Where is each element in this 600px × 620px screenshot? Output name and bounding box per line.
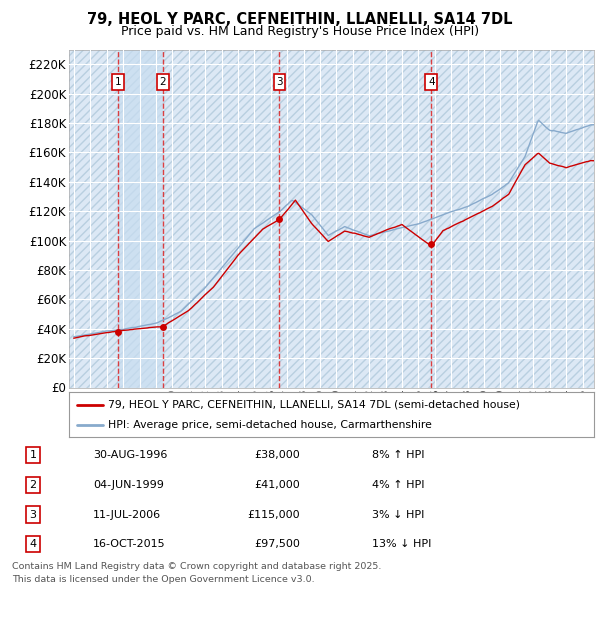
Text: 1: 1 (29, 450, 37, 460)
Text: Contains HM Land Registry data © Crown copyright and database right 2025.
This d: Contains HM Land Registry data © Crown c… (12, 562, 382, 584)
Text: 4% ↑ HPI: 4% ↑ HPI (372, 480, 425, 490)
Text: HPI: Average price, semi-detached house, Carmarthenshire: HPI: Average price, semi-detached house,… (109, 420, 432, 430)
Text: 8% ↑ HPI: 8% ↑ HPI (372, 450, 425, 460)
Text: 79, HEOL Y PARC, CEFNEITHIN, LLANELLI, SA14 7DL: 79, HEOL Y PARC, CEFNEITHIN, LLANELLI, S… (87, 12, 513, 27)
Point (275, 213, 284, 224)
Text: £115,000: £115,000 (247, 510, 300, 520)
Text: 4: 4 (29, 539, 37, 549)
Text: £97,500: £97,500 (254, 539, 300, 549)
Point (113, 327, 122, 337)
Text: 3% ↓ HPI: 3% ↓ HPI (372, 510, 424, 520)
Text: 30-AUG-1996: 30-AUG-1996 (93, 450, 167, 460)
Text: £38,000: £38,000 (254, 450, 300, 460)
Text: 13% ↓ HPI: 13% ↓ HPI (372, 539, 431, 549)
Bar (118, 50, 163, 388)
Text: 2: 2 (160, 77, 166, 87)
Text: 4: 4 (428, 77, 435, 87)
Text: 3: 3 (29, 510, 37, 520)
Text: 04-JUN-1999: 04-JUN-1999 (93, 480, 164, 490)
Text: £41,000: £41,000 (254, 480, 300, 490)
Point (158, 322, 167, 332)
Text: 79, HEOL Y PARC, CEFNEITHIN, LLANELLI, SA14 7DL (semi-detached house): 79, HEOL Y PARC, CEFNEITHIN, LLANELLI, S… (109, 399, 520, 410)
Point (427, 239, 436, 249)
Text: 3: 3 (276, 77, 283, 87)
Text: Price paid vs. HM Land Registry's House Price Index (HPI): Price paid vs. HM Land Registry's House … (121, 25, 479, 38)
Text: 2: 2 (29, 480, 37, 490)
Text: 1: 1 (115, 77, 121, 87)
Text: 11-JUL-2006: 11-JUL-2006 (93, 510, 161, 520)
Text: 16-OCT-2015: 16-OCT-2015 (93, 539, 166, 549)
